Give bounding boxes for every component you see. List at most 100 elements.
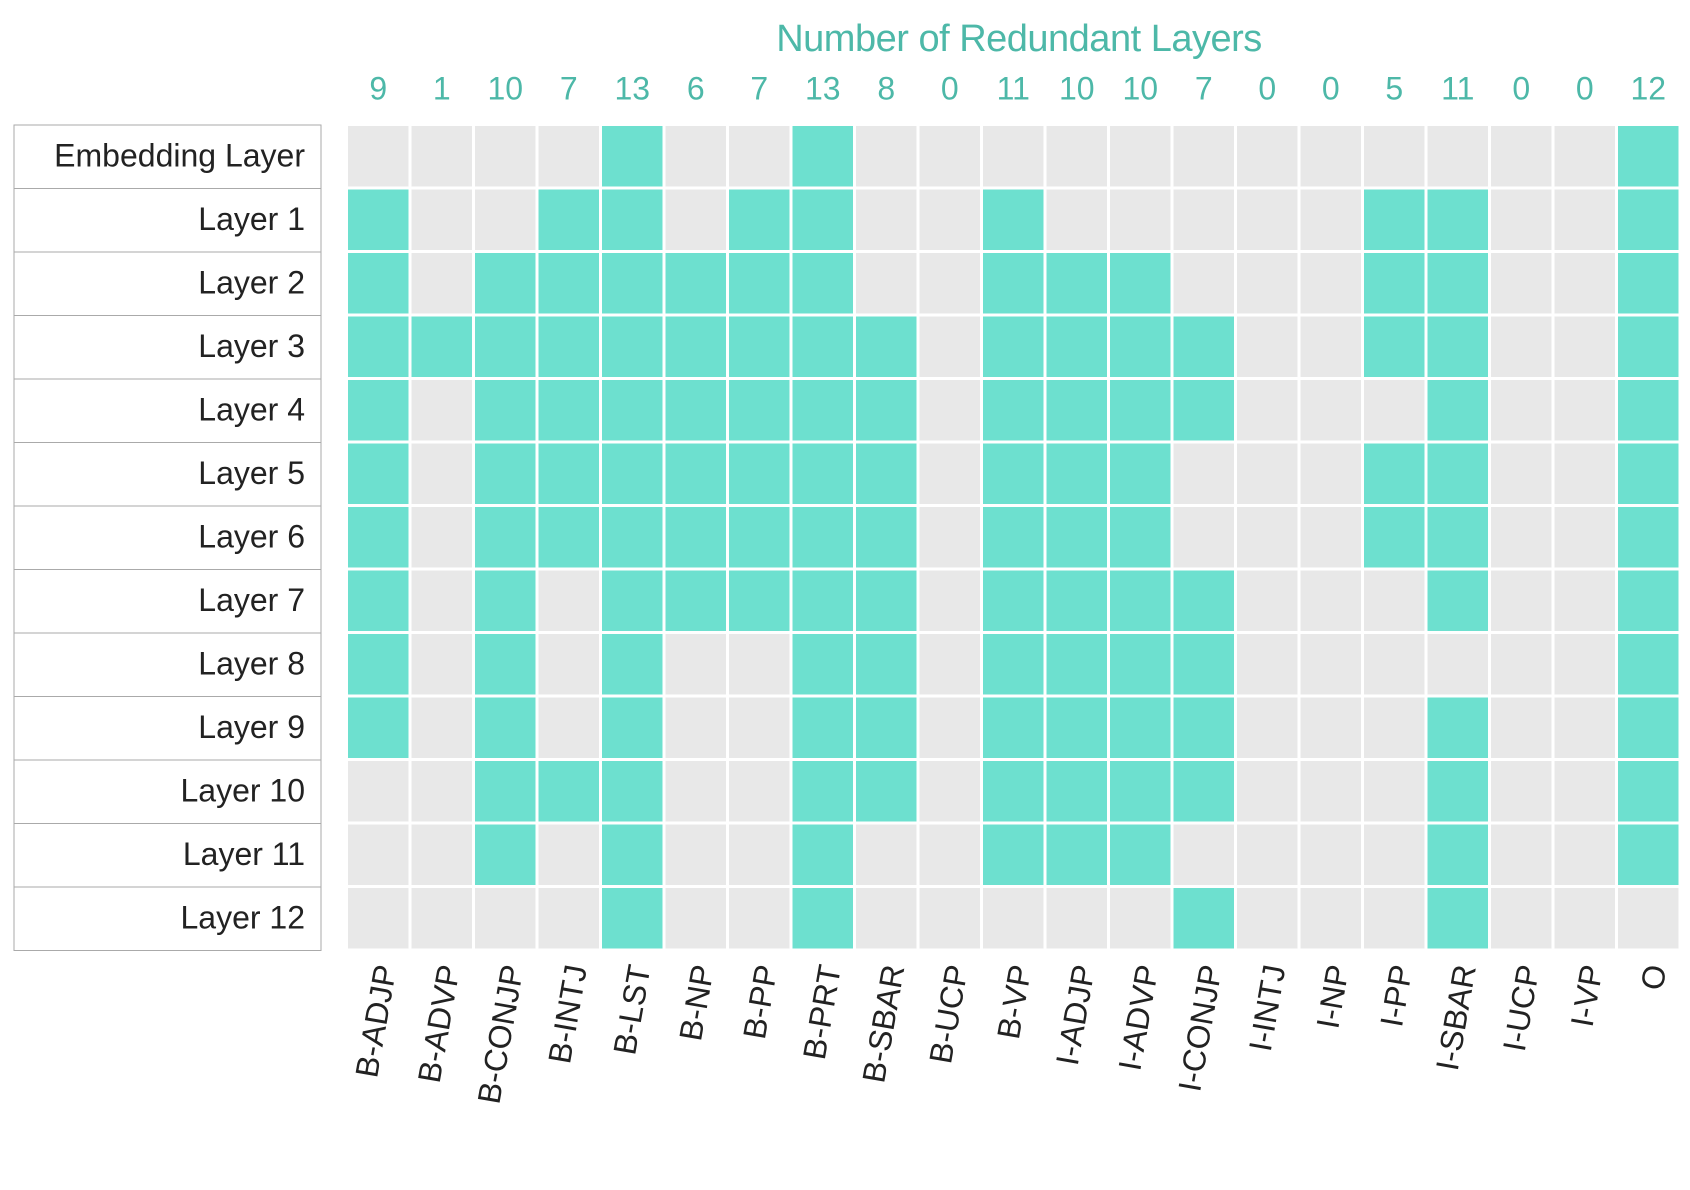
column-count-i-intj: 0: [1258, 70, 1276, 106]
row-label-box: [13, 886, 322, 951]
heatmap-cell: [729, 126, 790, 187]
heatmap-cell: [411, 253, 472, 314]
heatmap-cell: [1554, 380, 1615, 441]
column-label-b-prt: B-PRT: [796, 962, 848, 1062]
heatmap-cell: [983, 824, 1044, 885]
heatmap-cell: [1364, 570, 1425, 631]
heatmap-cell: [1046, 443, 1107, 504]
heatmap-cell: [1300, 824, 1361, 885]
heatmap-cell: [1427, 189, 1488, 250]
heatmap-cell: [983, 570, 1044, 631]
heatmap-cell: [856, 570, 917, 631]
heatmap-cell: [792, 697, 853, 758]
heatmap-cell: [919, 253, 980, 314]
heatmap-cell: [1173, 888, 1234, 949]
heatmap-cell: [919, 443, 980, 504]
heatmap-cell: [1110, 824, 1171, 885]
heatmap-cell: [538, 126, 599, 187]
column-label-i-sbar: I-SBAR: [1429, 962, 1483, 1073]
heatmap-cell: [475, 570, 536, 631]
heatmap-cell: [919, 126, 980, 187]
column-count-b-pp: 7: [750, 70, 768, 106]
heatmap-cell: [1173, 189, 1234, 250]
heatmap-cell: [1364, 634, 1425, 695]
column-count-b-np: 6: [687, 70, 705, 106]
column-label-i-pp: I-PP: [1373, 962, 1419, 1030]
heatmap-cell: [1427, 253, 1488, 314]
heatmap-cell: [411, 380, 472, 441]
heatmap-cell: [1046, 697, 1107, 758]
heatmap-cell: [729, 189, 790, 250]
heatmap-cell: [665, 189, 726, 250]
heatmap-cell: [1554, 443, 1615, 504]
heatmap-cell: [919, 316, 980, 377]
row-label-box: [13, 505, 322, 570]
heatmap-cell: [983, 126, 1044, 187]
heatmap-cell: [1364, 316, 1425, 377]
heatmap-cell: [1173, 824, 1234, 885]
heatmap-cell: [538, 761, 599, 822]
column-count-b-vp: 11: [997, 70, 1030, 106]
heatmap-cell: [602, 824, 663, 885]
heatmap-cell: [1554, 634, 1615, 695]
heatmap-cell: [983, 888, 1044, 949]
heatmap-cell: [1110, 761, 1171, 822]
heatmap-cell: [665, 761, 726, 822]
heatmap-cell: [1427, 316, 1488, 377]
heatmap-cell: [1554, 888, 1615, 949]
heatmap-cell: [602, 316, 663, 377]
heatmap-cell: [1364, 824, 1425, 885]
heatmap-cell: [348, 189, 409, 250]
heatmap-cell: [729, 443, 790, 504]
heatmap-cell: [919, 824, 980, 885]
heatmap-cell: [1300, 761, 1361, 822]
heatmap-cell: [1110, 380, 1171, 441]
heatmap-cell: [665, 126, 726, 187]
column-count-b-sbar: 8: [877, 70, 895, 106]
heatmap-cell: [1110, 253, 1171, 314]
heatmap-cell: [602, 443, 663, 504]
heatmap-cell: [1491, 634, 1552, 695]
column-count-i-sbar: 11: [1441, 70, 1474, 106]
heatmap-cell: [348, 761, 409, 822]
heatmap-cell: [1491, 761, 1552, 822]
heatmap-cell: [1427, 634, 1488, 695]
heatmap-cell: [475, 824, 536, 885]
heatmap-cell: [538, 888, 599, 949]
row-label: Layer 8: [198, 646, 305, 682]
row-label: Layer 1: [198, 201, 305, 237]
heatmap-cell: [475, 761, 536, 822]
row-label: Layer 2: [198, 265, 305, 301]
heatmap-cell: [411, 316, 472, 377]
heatmap-cell: [919, 697, 980, 758]
heatmap-cell: [792, 189, 853, 250]
heatmap-cell: [348, 634, 409, 695]
heatmap-cell: [1491, 570, 1552, 631]
heatmap-cell: [665, 570, 726, 631]
column-label-i-np: I-NP: [1309, 962, 1356, 1031]
heatmap-cell: [729, 634, 790, 695]
heatmap-cell: [729, 761, 790, 822]
heatmap-cell: [1173, 126, 1234, 187]
column-label-b-conjp: B-CONJP: [471, 962, 531, 1107]
heatmap-cell: [538, 253, 599, 314]
heatmap-cell: [919, 189, 980, 250]
heatmap-cell: [665, 443, 726, 504]
row-label-box: [13, 823, 322, 888]
heatmap-cell: [1046, 316, 1107, 377]
heatmap-cell: [1237, 634, 1298, 695]
column-label-o: O: [1634, 962, 1674, 993]
heatmap-cell: [475, 507, 536, 568]
heatmap-cell: [1237, 507, 1298, 568]
heatmap-cell: [1300, 380, 1361, 441]
heatmap-cell: [1427, 126, 1488, 187]
heatmap-cell: [1364, 443, 1425, 504]
heatmap-cell: [602, 126, 663, 187]
heatmap-cell: [348, 443, 409, 504]
heatmap-cell: [729, 316, 790, 377]
heatmap-cell: [792, 380, 853, 441]
heatmap-cell: [856, 697, 917, 758]
heatmap-cell: [411, 507, 472, 568]
column-label-b-sbar: B-SBAR: [855, 962, 911, 1086]
heatmap-cell: [792, 888, 853, 949]
